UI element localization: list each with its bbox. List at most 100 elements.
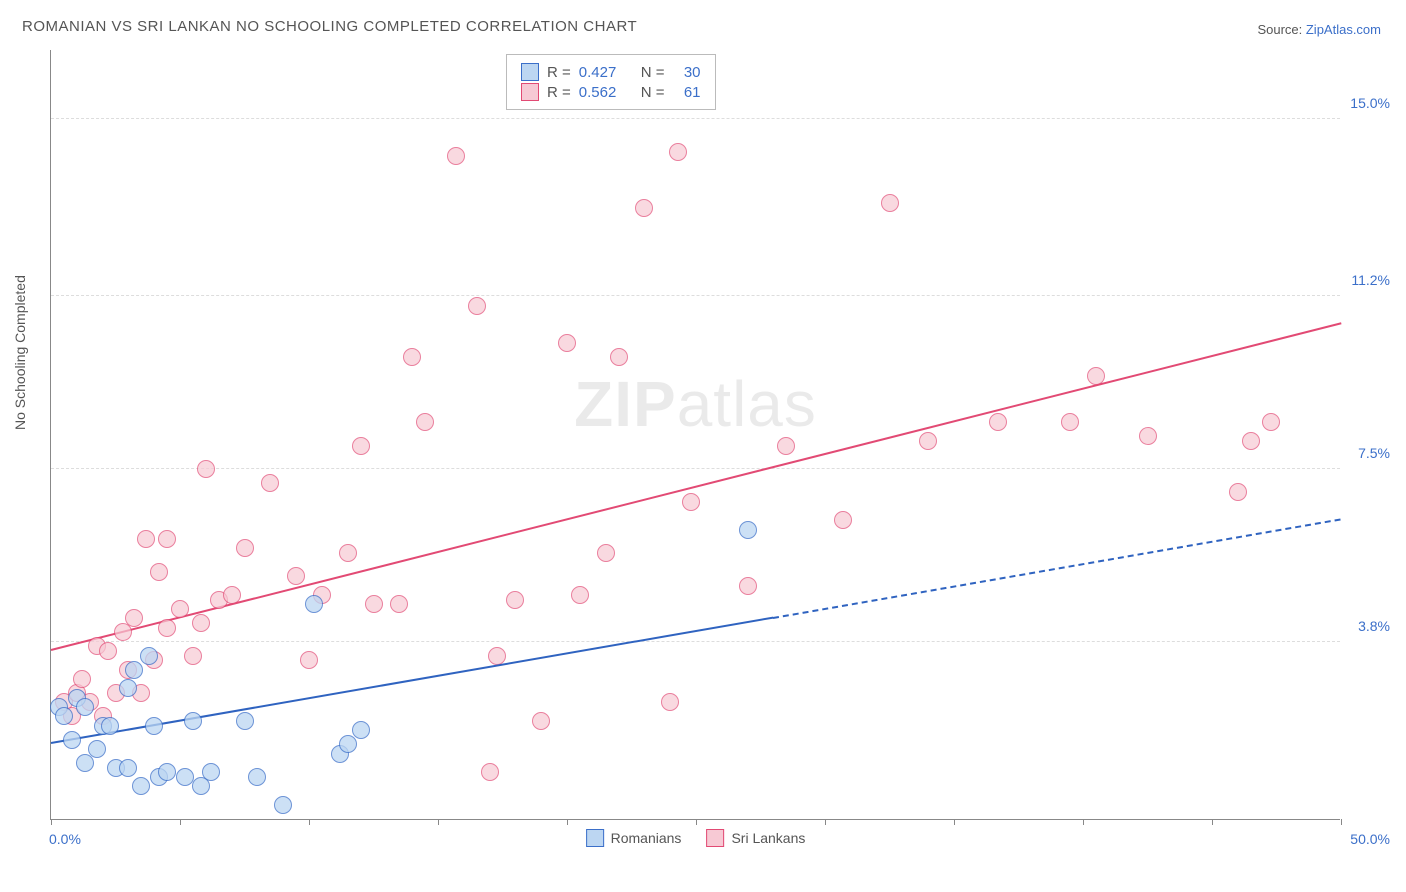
data-point-sri-lankans	[403, 348, 421, 366]
data-point-sri-lankans	[158, 530, 176, 548]
data-point-romanians	[140, 647, 158, 665]
legend-row-romanians: R = 0.427 N = 30	[521, 63, 701, 81]
data-point-sri-lankans	[682, 493, 700, 511]
data-point-sri-lankans	[919, 432, 937, 450]
data-point-sri-lankans	[236, 539, 254, 557]
data-point-romanians	[125, 661, 143, 679]
data-point-romanians	[184, 712, 202, 730]
data-point-romanians	[248, 768, 266, 786]
data-point-sri-lankans	[339, 544, 357, 562]
trend-line-sri-lankans	[51, 322, 1341, 651]
data-point-romanians	[352, 721, 370, 739]
data-point-romanians	[305, 595, 323, 613]
data-point-sri-lankans	[447, 147, 465, 165]
data-point-sri-lankans	[171, 600, 189, 618]
data-point-sri-lankans	[192, 614, 210, 632]
legend-row-srilankans: R = 0.562 N = 61	[521, 83, 701, 101]
data-point-sri-lankans	[834, 511, 852, 529]
x-tick	[696, 819, 697, 825]
data-point-romanians	[101, 717, 119, 735]
legend-swatch-romanians	[521, 63, 539, 81]
source-link[interactable]: ZipAtlas.com	[1306, 22, 1381, 37]
watermark-rest: atlas	[677, 368, 817, 440]
legend-r-value-srilankans: 0.562	[579, 84, 627, 101]
data-point-sri-lankans	[481, 763, 499, 781]
legend-r-value-romanians: 0.427	[579, 64, 627, 81]
series-label-romanians: Romanians	[611, 830, 682, 846]
data-point-romanians	[739, 521, 757, 539]
x-tick	[825, 819, 826, 825]
series-legend-romanians: Romanians	[586, 829, 682, 847]
data-point-sri-lankans	[99, 642, 117, 660]
data-point-sri-lankans	[571, 586, 589, 604]
y-tick-label: 7.5%	[1358, 445, 1390, 461]
data-point-sri-lankans	[1061, 413, 1079, 431]
data-point-sri-lankans	[532, 712, 550, 730]
gridline	[51, 118, 1340, 119]
gridline	[51, 641, 1340, 642]
x-tick	[1341, 819, 1342, 825]
legend-r-label: R =	[547, 84, 571, 101]
legend-swatch-srilankans	[521, 83, 539, 101]
x-axis-min-label: 0.0%	[49, 831, 81, 847]
data-point-sri-lankans	[287, 567, 305, 585]
data-point-sri-lankans	[223, 586, 241, 604]
y-tick-label: 15.0%	[1350, 95, 1390, 111]
legend-n-label: N =	[641, 64, 665, 81]
data-point-sri-lankans	[1087, 367, 1105, 385]
data-point-romanians	[119, 759, 137, 777]
data-point-romanians	[236, 712, 254, 730]
correlation-legend: R = 0.427 N = 30 R = 0.562 N = 61	[506, 54, 716, 110]
data-point-sri-lankans	[506, 591, 524, 609]
data-point-sri-lankans	[488, 647, 506, 665]
data-point-sri-lankans	[125, 609, 143, 627]
data-point-romanians	[63, 731, 81, 749]
data-point-sri-lankans	[669, 143, 687, 161]
legend-n-label: N =	[641, 84, 665, 101]
data-point-sri-lankans	[777, 437, 795, 455]
data-point-romanians	[274, 796, 292, 814]
x-tick	[438, 819, 439, 825]
data-point-sri-lankans	[1242, 432, 1260, 450]
series-swatch-srilankans	[706, 829, 724, 847]
gridline	[51, 468, 1340, 469]
data-point-sri-lankans	[365, 595, 383, 613]
x-tick	[180, 819, 181, 825]
data-point-sri-lankans	[137, 530, 155, 548]
x-tick	[309, 819, 310, 825]
gridline	[51, 295, 1340, 296]
data-point-romanians	[339, 735, 357, 753]
x-axis-max-label: 50.0%	[1350, 831, 1390, 847]
legend-n-value-romanians: 30	[673, 64, 701, 81]
chart-plot-area: ZIPatlas R = 0.427 N = 30 R = 0.562 N = …	[50, 50, 1340, 820]
data-point-sri-lankans	[261, 474, 279, 492]
data-point-sri-lankans	[184, 647, 202, 665]
data-point-sri-lankans	[989, 413, 1007, 431]
data-point-sri-lankans	[881, 194, 899, 212]
series-swatch-romanians	[586, 829, 604, 847]
data-point-sri-lankans	[739, 577, 757, 595]
data-point-sri-lankans	[558, 334, 576, 352]
x-tick	[1212, 819, 1213, 825]
data-point-sri-lankans	[416, 413, 434, 431]
y-tick-label: 3.8%	[1358, 618, 1390, 634]
y-tick-label: 11.2%	[1351, 272, 1390, 288]
data-point-romanians	[158, 763, 176, 781]
watermark-bold: ZIP	[574, 368, 677, 440]
data-point-romanians	[119, 679, 137, 697]
data-point-romanians	[76, 698, 94, 716]
data-point-sri-lankans	[352, 437, 370, 455]
data-point-romanians	[76, 754, 94, 772]
data-point-romanians	[55, 707, 73, 725]
series-label-srilankans: Sri Lankans	[731, 830, 805, 846]
x-tick	[51, 819, 52, 825]
watermark: ZIPatlas	[574, 367, 817, 441]
x-tick	[1083, 819, 1084, 825]
trend-line-romanians	[773, 518, 1341, 619]
data-point-sri-lankans	[73, 670, 91, 688]
legend-r-label: R =	[547, 64, 571, 81]
data-point-sri-lankans	[300, 651, 318, 669]
data-point-sri-lankans	[158, 619, 176, 637]
data-point-sri-lankans	[597, 544, 615, 562]
data-point-sri-lankans	[150, 563, 168, 581]
